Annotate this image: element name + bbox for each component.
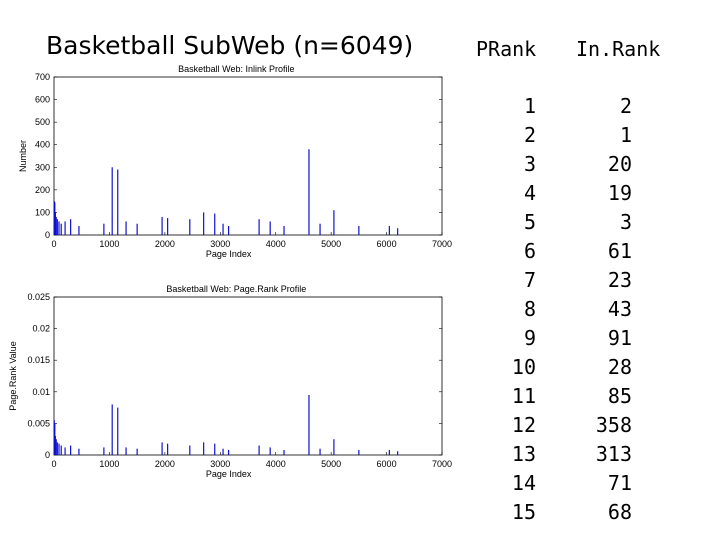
prank-cell: 13	[511, 442, 536, 466]
x-axis-label: Page Index	[206, 469, 252, 479]
y-axis-label: Number	[18, 140, 28, 172]
prank-cell: 14	[511, 471, 536, 495]
inrank-cell: 313	[595, 442, 632, 466]
y-tick-label: 100	[35, 207, 50, 217]
x-tick-label: 0	[51, 239, 56, 249]
y-tick-label: 0	[45, 450, 50, 460]
x-axis-label: Page Index	[206, 249, 252, 259]
prank-cell: 11	[511, 384, 536, 408]
prank-cell: 15	[511, 500, 536, 524]
prank-cell: 4	[523, 181, 536, 205]
slide-title: Basketball SubWeb (n=6049)	[46, 31, 414, 60]
prank-cell: 2	[523, 123, 536, 147]
inrank-cell: 358	[595, 413, 632, 437]
prank-cell: 5	[523, 210, 536, 234]
prank-cell: 3	[523, 152, 536, 176]
prank-cell: 6	[523, 239, 536, 263]
x-tick-label: 1000	[99, 239, 119, 249]
x-tick-label: 6000	[377, 459, 397, 469]
x-tick-label: 2000	[155, 239, 175, 249]
inrank-cell: 19	[607, 181, 632, 205]
x-tick-label: 1000	[99, 459, 119, 469]
y-tick-label: 500	[35, 117, 50, 127]
inrank-cell: 3	[619, 210, 632, 234]
y-tick-label: 300	[35, 162, 50, 172]
inrank-cell: 61	[607, 239, 632, 263]
prank-cell: 8	[523, 297, 536, 321]
y-tick-label: 400	[35, 140, 50, 150]
x-tick-label: 7000	[432, 239, 452, 249]
prank-cell: 1	[523, 94, 536, 118]
inrank-cell: 2	[619, 94, 632, 118]
x-tick-label: 5000	[321, 459, 341, 469]
y-tick-label: 0.015	[27, 355, 50, 365]
x-tick-label: 5000	[321, 239, 341, 249]
chart-title: Basketball Web: Inlink Profile	[178, 64, 294, 74]
pagerank-profile-chart: Basketball Web: Page.Rank Profile 0 0.005 0…	[8, 284, 452, 479]
inrank-cell: 71	[607, 471, 632, 495]
x-tick-label: 4000	[266, 239, 286, 249]
y-tick-label: 0.02	[32, 324, 50, 334]
inrank-cell: 91	[607, 326, 632, 350]
y-tick-label: 0.025	[27, 292, 50, 302]
x-tick-label: 6000	[377, 239, 397, 249]
inrank-cell: 28	[607, 355, 632, 379]
y-tick-label: 700	[35, 72, 50, 82]
prank-header: PRank	[476, 37, 537, 61]
x-tick-label: 7000	[432, 459, 452, 469]
inlink-profile-chart: Basketball Web: Inlink Profile 0 100 200 300…	[18, 64, 452, 259]
y-tick-label: 0.01	[32, 387, 50, 397]
prank-cell: 9	[523, 326, 536, 350]
y-tick-label: 600	[35, 95, 50, 105]
x-tick-label: 0	[51, 459, 56, 469]
y-tick-label: 0	[45, 230, 50, 240]
inrank-cell: 1	[619, 123, 632, 147]
inrank-header: In.Rank	[576, 37, 661, 61]
y-axis-label: Page.Rank Value	[8, 341, 18, 410]
inrank-cell: 68	[607, 500, 632, 524]
prank-cell: 10	[511, 355, 536, 379]
inrank-cell: 20	[607, 152, 632, 176]
prank-cell: 7	[523, 268, 536, 292]
y-tick-label: 0.005	[27, 418, 50, 428]
x-tick-label: 2000	[155, 459, 175, 469]
plot-frame	[53, 76, 443, 236]
x-tick-label: 4000	[266, 459, 286, 469]
inrank-cell: 23	[607, 268, 632, 292]
x-tick-label: 3000	[210, 459, 230, 469]
y-tick-label: 200	[35, 185, 50, 195]
x-tick-label: 3000	[210, 239, 230, 249]
inrank-cell: 43	[607, 297, 632, 321]
plot-frame	[53, 296, 443, 456]
prank-cell: 12	[511, 413, 536, 437]
chart-title: Basketball Web: Page.Rank Profile	[166, 284, 306, 294]
inrank-cell: 85	[607, 384, 632, 408]
